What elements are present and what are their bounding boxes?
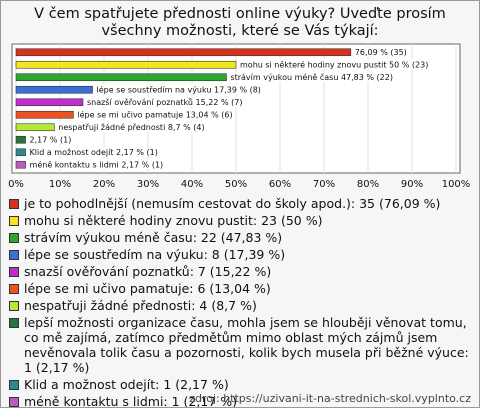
legend-label: mohu si některé hodiny znovu pustit: 23 … [24,213,323,228]
bar [15,110,74,119]
data-label: lépe se mi učivo pamatuje 13,04 % (6) [77,109,232,119]
legend-swatch [9,380,19,390]
bar [15,73,227,82]
bar [15,48,352,57]
data-label-bg [76,109,234,120]
legend-label: lepší možnosti organizace času, mohla js… [24,315,469,375]
legend-label: je to pohodlnější (nemusím cestovat do š… [24,196,441,211]
legend-label: lépe se soustředím na výuku: 8 (17,39 %) [24,247,286,262]
legend-swatch [9,301,19,311]
legend-item: lépe se soustředím na výuku: 8 (17,39 %) [9,247,469,262]
legend-item: nespatřuji žádné přednosti: 4 (8,7 %) [9,298,469,313]
legend-swatch [9,267,19,277]
bar [15,123,55,132]
data-label-bg [28,159,165,170]
x-tick-label: 60% [269,179,291,190]
legend-label: strávím výukou méně času: 22 (47,83 %) [24,230,283,245]
x-tick-label: 100% [442,179,471,190]
data-label-bg [239,59,430,70]
legend-label: méně kontaktu s lidmi: 1 (2,17 %) [24,394,237,408]
data-label-bg [353,47,408,57]
data-label: strávím výukou méně času 47,83 % (22) [230,72,393,82]
x-tick-label: 50% [225,179,247,190]
bar [15,148,26,157]
data-label: Klid a možnost odejít 2,17 % (1) [30,148,158,157]
x-tick-label: 90% [401,179,423,190]
legend-label: snazší ověřování poznatků: 7 (15,22 %) [24,264,272,279]
legend-item: mohu si některé hodiny znovu pustit: 23 … [9,213,469,228]
legend-item: lepší možnosti organizace času, mohla js… [9,315,469,375]
x-tick-label: 40% [181,179,203,190]
legend-item: Klid a možnost odejít: 1 (2,17 %) [9,377,469,392]
legend-swatch [9,216,19,226]
data-label-bg [95,84,262,95]
legend-swatch [9,199,19,209]
legend-item: méně kontaktu s lidmi: 1 (2,17 %) [9,394,469,408]
legend-item: snazší ověřování poznatků: 7 (15,22 %) [9,264,469,279]
x-tick-label: 30% [137,179,159,190]
x-tick-label: 20% [93,179,115,190]
legend-label: lépe se mi učivo pamatuje: 6 (13,04 %) [24,281,271,296]
data-label-bg [28,135,73,145]
data-label: lépe se soustředím na výuku 17,39 % (8) [97,84,261,94]
legend-swatch [9,284,19,294]
plot: 0% 10% 20% 30% 40% 50% 60% 70% 80% 90% 100% 76,09 %… [8,43,471,190]
bar [15,98,84,107]
data-label-bg [57,121,206,132]
data-label: nespatřuji žádné přednosti 8,7 % (4) [58,122,204,132]
data-label: 2,17 % (1) [30,135,72,144]
legend-label: nespatřuji žádné přednosti: 4 (8,7 %) [24,298,257,313]
data-label-bg [229,71,394,82]
legend-item: lépe se mi učivo pamatuje: 6 (13,04 %) [9,281,469,296]
data-label: 76,09 % (35) [355,48,407,57]
x-tick-label: 10% [49,179,71,190]
legend-swatch [9,250,19,260]
bar [15,60,237,69]
chart-title: V čem spatřujete přednosti online výuky?… [34,6,446,39]
legend-swatch [9,233,19,243]
legend-label: Klid a možnost odejít: 1 (2,17 %) [24,377,229,392]
legend-swatch [9,397,19,407]
legend-swatch [9,318,19,328]
legend: je to pohodlnější (nemusím cestovat do š… [9,196,469,408]
data-label: mohu si některé hodiny znovu pustit 50 %… [240,59,428,69]
data-label: snazší ověřování poznatků 15,22 % (7) [87,97,243,107]
data-label-bg [85,96,244,107]
source: zdroj: https://uzivani-it-na-strednich-s… [189,392,471,405]
x-tick-label: 80% [357,179,379,190]
data-label: méně kontaktu s lidmi 2,17 % (1) [30,159,164,169]
data-label-bg [28,147,159,157]
x-tick-label: 70% [313,179,335,190]
x-tick-label: 0% [8,179,24,190]
legend-item: strávím výukou méně času: 22 (47,83 %) [9,230,469,245]
legend-item: je to pohodlnější (nemusím cestovat do š… [9,196,469,211]
bar [15,135,26,144]
bar [15,85,93,94]
bar [15,160,26,169]
